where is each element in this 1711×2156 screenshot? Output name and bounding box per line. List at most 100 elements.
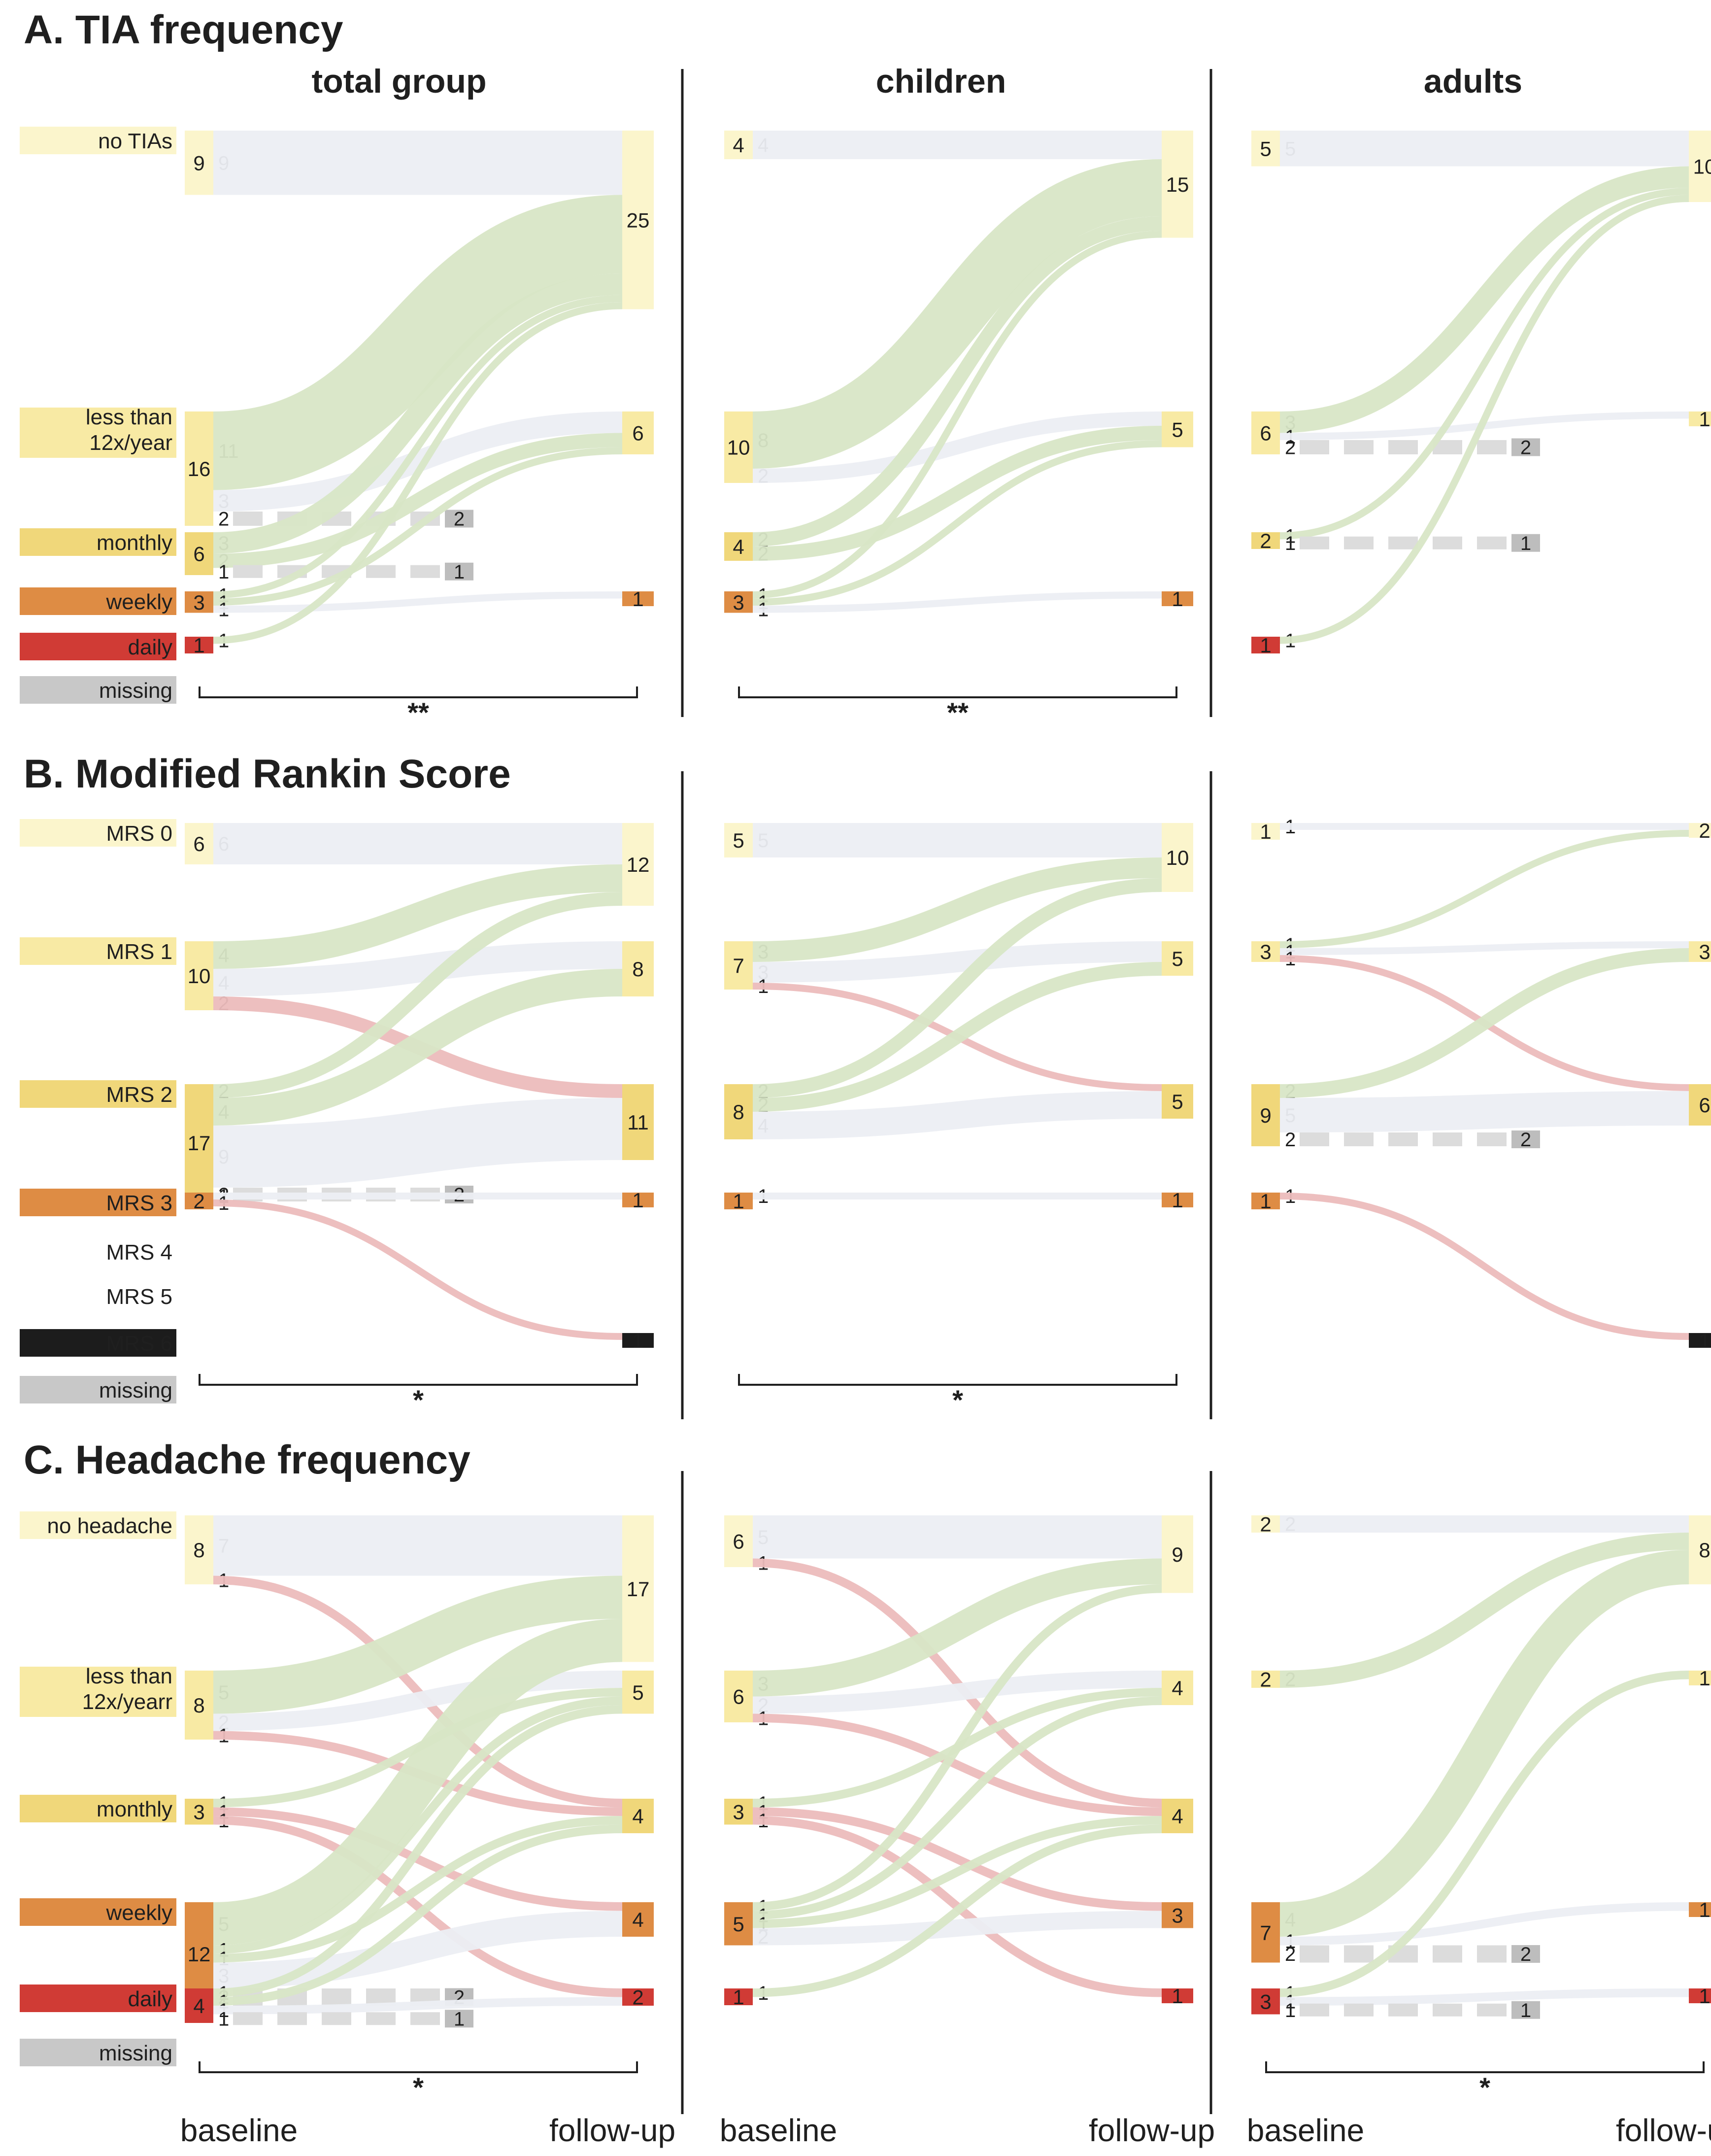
significance-marker: * [952, 1384, 963, 1415]
baseline-node-mrs-3 [1251, 1193, 1280, 1209]
category-swatch-monthly [20, 1795, 176, 1822]
baseline-node-less-than-12x-year [724, 411, 753, 483]
followup-node-less-than-12x-year [1162, 411, 1193, 447]
followup-count-mrs-1: 8 [632, 958, 643, 981]
followup-count-no-headache: 9 [1172, 1543, 1183, 1566]
flow-weekly-to-less-than-12x-year [752, 440, 1162, 606]
baseline-count-less-than-12x-yearr: 6 [733, 1685, 744, 1709]
category-swatch-less-than-12x-year [20, 408, 176, 458]
category-label-monthly: monthly [97, 1797, 172, 1821]
baseline-count-daily: 4 [193, 1994, 204, 2018]
followup-node-mrs-0 [622, 823, 654, 906]
flow-less-than-12x-yearr-to-no-headache [752, 1558, 1162, 1697]
category-swatch-no-tias [20, 127, 176, 154]
flow-weekly-to-weekly [213, 591, 623, 613]
followup-node-weekly [622, 591, 654, 606]
flow-mrs-1-to-mrs-0 [1279, 830, 1689, 948]
baseline-node-no-tias [185, 131, 213, 195]
baseline-count-weekly: 5 [733, 1913, 744, 1936]
flow-mrs-2-to-mrs-2 [752, 1091, 1162, 1139]
baseline-count-no-tias: 4 [733, 134, 744, 157]
missing-box [445, 562, 473, 581]
followup-count-daily: 2 [632, 1986, 643, 2009]
baseline-count-monthly: 6 [193, 543, 204, 566]
column-title-total-group: total group [311, 63, 486, 100]
followup-count-less-than-12x-yearr: 5 [632, 1681, 643, 1704]
category-swatch-missing [20, 2039, 176, 2066]
category-label-daily: daily [128, 635, 173, 659]
followup-count-mrs-2: 11 [627, 1111, 649, 1134]
category-label-weekly: weekly [106, 590, 173, 614]
category-swatch-monthly [20, 528, 176, 556]
baseline-node-daily [724, 1988, 753, 2005]
flow-less-than-12x-year-to-no-tias [752, 159, 1162, 469]
baseline-node-mrs-2 [1251, 1084, 1280, 1146]
baseline-node-less-than-12x-yearr [1251, 1671, 1280, 1688]
missing-count: 2 [1520, 1129, 1531, 1151]
baseline-count-mrs-1: 7 [733, 954, 744, 977]
flow-less-than-12x-year-to-less-than-12x-year [752, 411, 1162, 483]
followup-count-less-than-12x-yearr: 4 [1172, 1677, 1183, 1700]
category-label-mrs-6: MRS 6 [106, 1332, 172, 1356]
category-label-no-headache: no headache [47, 1514, 172, 1538]
flow-mrs-3-to-mrs-6 [213, 1199, 623, 1340]
flow-weekly-to-weekly [752, 1911, 1162, 1946]
flow-value-label: 1 [218, 2008, 229, 2030]
followup-count-daily: 1 [1172, 1985, 1183, 2008]
missing-count: 1 [454, 561, 465, 583]
followup-node-weekly [1162, 591, 1193, 606]
baseline-node-less-than-12x-yearr [185, 1671, 213, 1740]
baseline-node-no-tias [1251, 131, 1280, 167]
axis-label-baseline: baseline [720, 2113, 837, 2148]
baseline-count-weekly: 12 [188, 1943, 211, 1966]
category-label-mrs-5: MRS 5 [106, 1285, 172, 1309]
baseline-node-daily [185, 637, 213, 653]
baseline-count-mrs-0: 6 [193, 832, 204, 856]
flow-mrs-3-to-mrs-6 [1279, 1193, 1689, 1340]
category-label-mrs-2: MRS 2 [106, 1083, 172, 1107]
followup-node-mrs-2 [1162, 1084, 1193, 1119]
baseline-node-daily [1251, 637, 1280, 653]
baseline-node-weekly [185, 591, 213, 613]
followup-node-less-than-12x-year [1689, 411, 1711, 426]
missing-box [445, 2010, 473, 2028]
section-title-C: C. Headache frequency [24, 1437, 470, 1482]
flow-daily-to-no-tias [1279, 195, 1689, 644]
section-C: C. Headache frequency no headache less tha… [20, 1437, 1711, 2103]
axis-label-followup: follow-up [1616, 2113, 1711, 2148]
followup-count-mrs-3: 1 [632, 1189, 643, 1212]
baseline-count-daily: 1 [193, 634, 204, 657]
followup-count-mrs-6: 1 [632, 1329, 643, 1352]
flow-value-label: 2 [1285, 1129, 1296, 1151]
followup-node-mrs-6 [1689, 1333, 1711, 1348]
followup-count-less-than-12x-year: 5 [1172, 418, 1183, 441]
baseline-count-less-than-12x-year: 16 [188, 457, 211, 480]
column-title-adults: adults [1424, 63, 1522, 100]
flow-mrs-2-to-mrs-2 [1279, 1091, 1689, 1132]
flow-weekly-to-no-headache [752, 1584, 1162, 1911]
flow-no-headache-to-monthly [213, 1575, 623, 1808]
baseline-node-daily [185, 1988, 213, 2023]
section-A: A. TIA frequency no TIAs less than12x/year… [20, 7, 1711, 728]
baseline-node-less-than-12x-year [185, 411, 213, 526]
baseline-count-no-tias: 5 [1260, 137, 1271, 160]
baseline-node-mrs-0 [185, 823, 213, 864]
baseline-count-daily: 1 [1260, 634, 1271, 657]
baseline-node-monthly [724, 532, 753, 561]
missing-box [1511, 2001, 1540, 2019]
missing-count: 2 [1520, 1944, 1531, 1965]
section-B: B. Modified Rankin Score MRS 0 MRS 1 MRS 2 M… [20, 752, 1711, 1415]
flow-weekly-to-monthly [752, 1816, 1162, 1928]
section-title-A: A. TIA frequency [24, 7, 343, 52]
baseline-node-mrs-1 [1251, 941, 1280, 962]
baseline-count-no-headache: 2 [1260, 1513, 1271, 1536]
followup-node-mrs-1 [622, 941, 654, 996]
followup-node-weekly [1689, 1902, 1711, 1917]
followup-count-mrs-2: 5 [1172, 1090, 1183, 1113]
baseline-node-weekly [724, 1902, 753, 1946]
followup-node-no-tias [1689, 131, 1711, 202]
baseline-count-mrs-1: 10 [188, 964, 211, 988]
